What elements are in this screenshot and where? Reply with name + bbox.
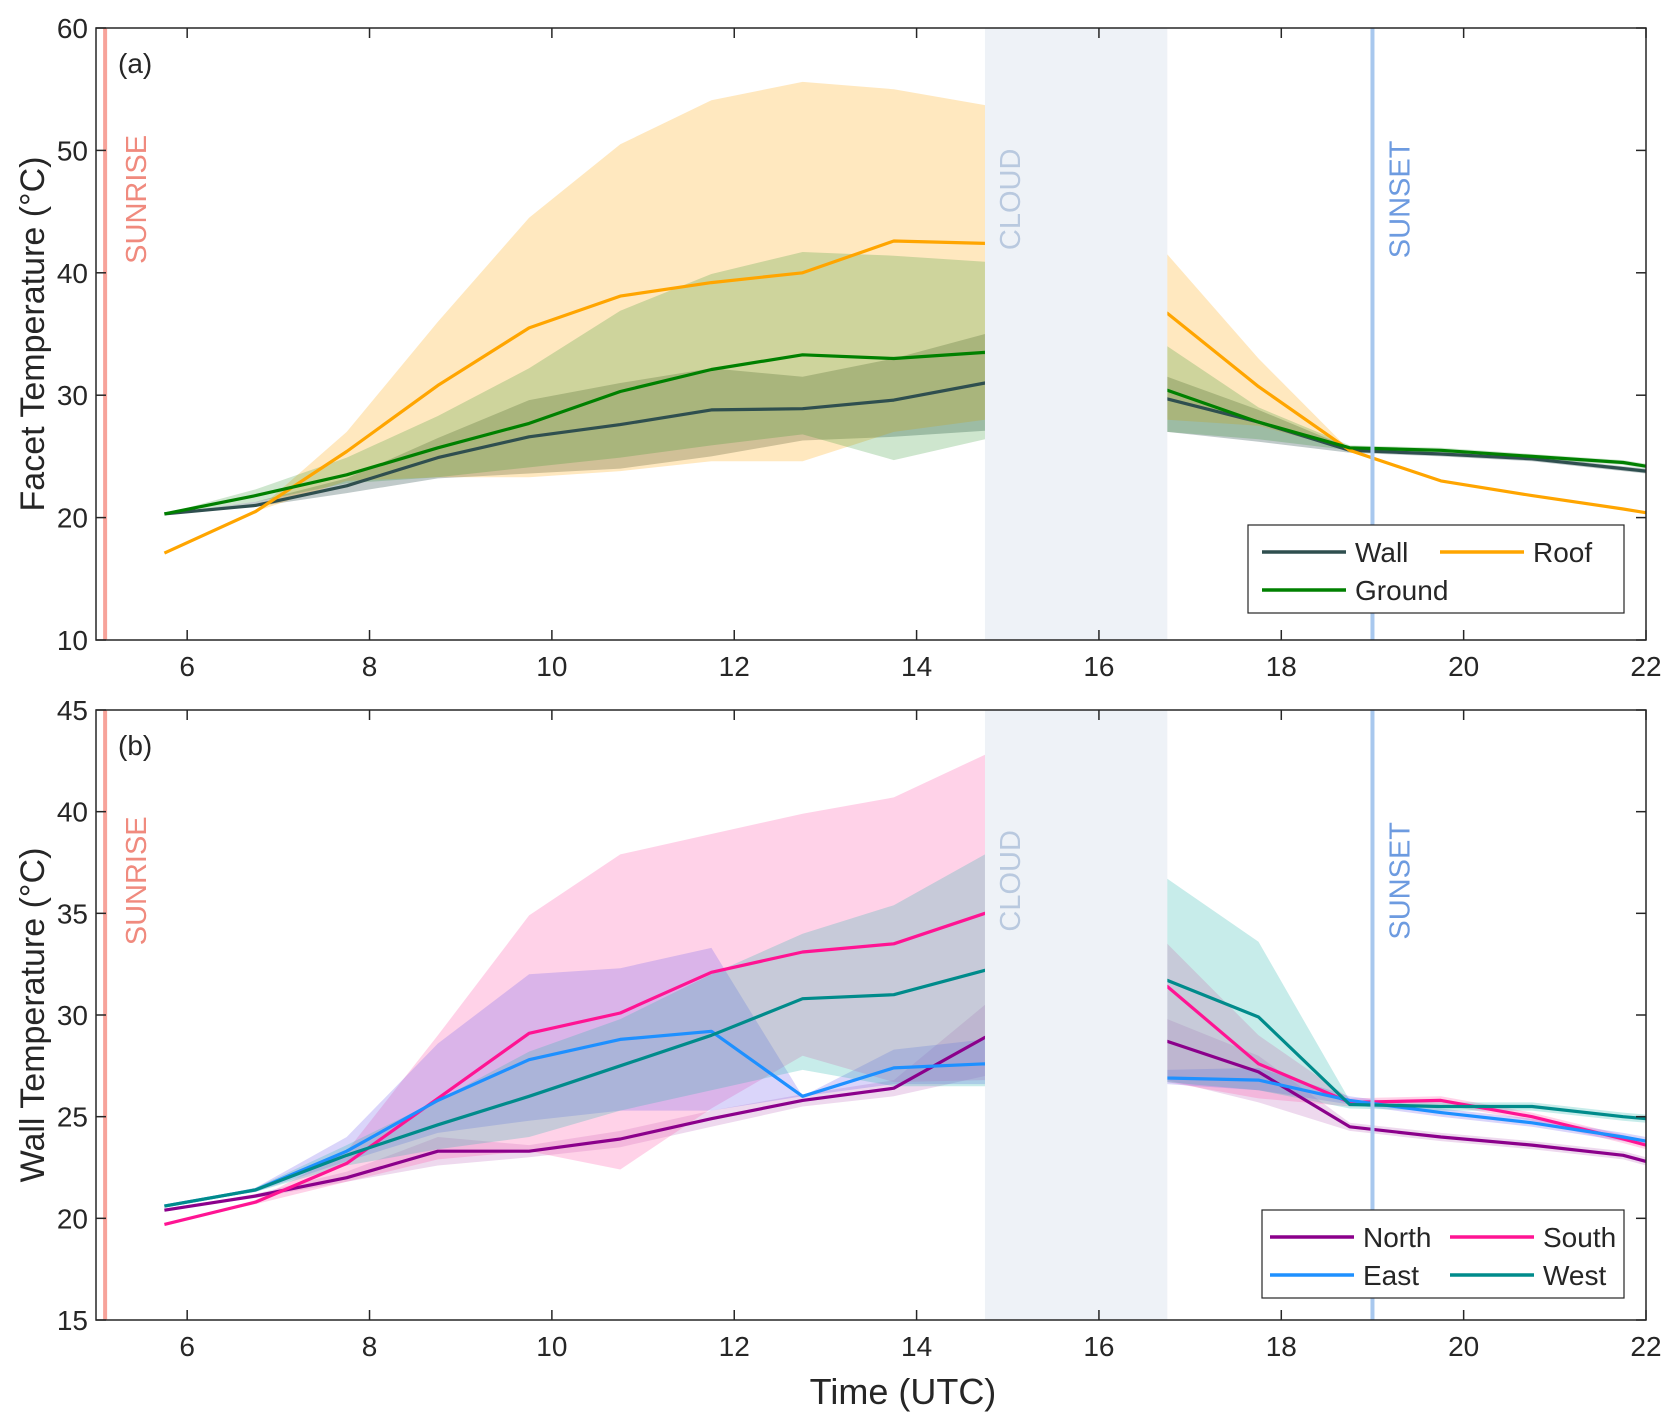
x-tick-label: 6 — [179, 651, 195, 682]
legend-label-roof: Roof — [1533, 537, 1592, 568]
legend: Wall Roof Ground — [1247, 524, 1625, 614]
band-west — [164, 854, 1646, 1207]
x-tick-label: 12 — [719, 651, 750, 682]
cloud-label: CLOUD — [995, 830, 1027, 932]
x-tick-label: 22 — [1630, 1331, 1661, 1362]
cloud-band — [984, 710, 1168, 1320]
plot-content — [103, 28, 1646, 640]
plot-content — [103, 710, 1646, 1320]
x-tick-label: 12 — [719, 1331, 750, 1362]
line-ground — [164, 350, 1646, 516]
legend-label-north: North — [1363, 1222, 1431, 1253]
sunrise-label: SUNRISE — [121, 135, 153, 264]
x-tick-label: 20 — [1448, 651, 1479, 682]
x-tick-label: 18 — [1266, 1331, 1297, 1362]
panel-a: SUNRISE CLOUD SUNSET 6 8 10 12 14 16 18 20 22 10 20 30… — [14, 13, 1662, 682]
x-tick-label: 18 — [1266, 651, 1297, 682]
cloud-band — [984, 28, 1168, 640]
panel-label: (b) — [118, 730, 152, 761]
band-ground — [164, 252, 1646, 514]
x-tick-label: 20 — [1448, 1331, 1479, 1362]
line-roof — [163, 239, 1646, 555]
x-tick-label: 8 — [362, 1331, 378, 1362]
legend-box — [1261, 1209, 1625, 1299]
band-south — [164, 754, 1646, 1225]
y-tick-label: 45 — [57, 695, 88, 726]
y-tick-label: 60 — [57, 13, 88, 44]
panel-label: (a) — [118, 48, 152, 79]
line-east — [164, 1029, 1646, 1208]
legend-label-ground: Ground — [1355, 575, 1448, 606]
x-tick-label: 22 — [1630, 651, 1661, 682]
x-tick-label: 14 — [901, 1331, 932, 1362]
y-tick-label: 10 — [57, 625, 88, 656]
line-wall — [164, 381, 1646, 516]
y-axis-label: Wall Temperature (°C) — [14, 848, 52, 1183]
x-tick-label: 10 — [536, 1331, 567, 1362]
y-tick-label: 40 — [57, 258, 88, 289]
x-tick-label: 16 — [1083, 651, 1114, 682]
sunset-label: SUNSET — [1384, 822, 1416, 940]
x-tick-label: 6 — [179, 1331, 195, 1362]
x-tick-label: 8 — [362, 651, 378, 682]
legend: North South East West — [1261, 1209, 1625, 1299]
legend-box — [1247, 524, 1625, 614]
x-tick-label: 16 — [1083, 1331, 1114, 1362]
y-tick-label: 20 — [57, 503, 88, 534]
y-tick-label: 20 — [57, 1203, 88, 1234]
x-tick-label: 14 — [901, 651, 932, 682]
sunrise-label: SUNRISE — [121, 816, 153, 945]
sunset-label: SUNSET — [1384, 140, 1416, 258]
line-north — [164, 1035, 1646, 1212]
x-tick-label: 10 — [536, 651, 567, 682]
y-tick-label: 40 — [57, 797, 88, 828]
cloud-label: CLOUD — [995, 149, 1027, 251]
x-axis-label: Time (UTC) — [810, 1371, 997, 1412]
legend-label-south: South — [1543, 1222, 1616, 1253]
axes-box — [95, 27, 1647, 641]
legend-label-east: East — [1363, 1260, 1419, 1291]
y-axis-label: Facet Temperature (°C) — [14, 157, 52, 512]
y-tick-label: 15 — [57, 1305, 88, 1336]
y-tick-label: 30 — [57, 1000, 88, 1031]
band-east — [164, 947, 1646, 1207]
y-tick-label: 30 — [57, 380, 88, 411]
legend-label-wall: Wall — [1355, 537, 1408, 568]
y-tick-label: 50 — [57, 135, 88, 166]
y-tick-label: 35 — [57, 898, 88, 929]
y-tick-label: 25 — [57, 1102, 88, 1133]
band-wall — [164, 334, 1646, 514]
panel-b: SUNRISE CLOUD SUNSET 6 8 10 12 14 16 18 20 22 15 20 25… — [14, 695, 1662, 1362]
line-west — [164, 968, 1646, 1208]
legend-label-west: West — [1543, 1260, 1606, 1291]
